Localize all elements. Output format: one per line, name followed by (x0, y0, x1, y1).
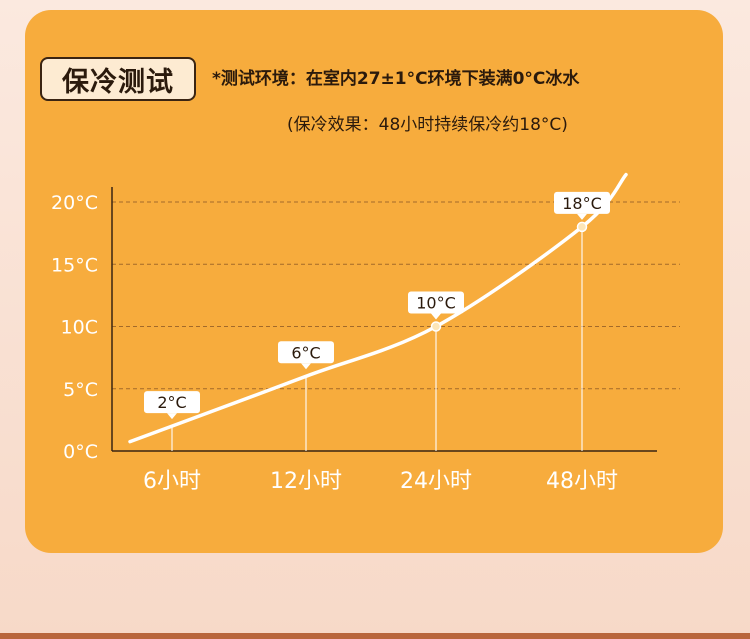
callout-pointer (577, 213, 587, 220)
data-point (576, 221, 588, 233)
x-tick-label: 12小时 (270, 469, 342, 494)
y-tick-label: 5°C (63, 379, 98, 401)
test-condition-text: *测试环境：在室内27±1°C环境下装满0°C冰水 (212, 69, 580, 89)
callout-pointer (431, 313, 441, 320)
callout-box (278, 341, 334, 364)
callout-box (408, 291, 464, 314)
y-tick-label: 10C (61, 317, 98, 339)
callout-pointer (167, 413, 177, 420)
value-callout: 18°C (554, 191, 610, 220)
x-tick-label: 6小时 (143, 469, 201, 494)
x-tick-label: 24小时 (400, 469, 472, 494)
y-tick-label: 0°C (63, 441, 98, 463)
y-tick-label: 15°C (51, 254, 98, 276)
data-point (430, 321, 442, 332)
data-label: 6°C (291, 343, 320, 362)
callout-box (144, 391, 200, 414)
test-result-text: (保冷效果：48小时持续保冷约18°C) (287, 115, 568, 135)
page-title: 保冷测试 (40, 57, 196, 101)
data-label: 10°C (416, 294, 456, 313)
bottom-strip (0, 633, 750, 639)
x-tick-label: 48小时 (546, 469, 618, 494)
value-callout: 10°C (408, 291, 464, 320)
value-callout: 2°C (144, 391, 200, 420)
data-label: 2°C (157, 393, 186, 412)
y-tick-label: 20°C (51, 192, 98, 214)
callout-pointer (301, 363, 311, 370)
value-callout: 6°C (278, 341, 334, 370)
data-label: 18°C (562, 194, 602, 213)
callout-box (554, 191, 610, 214)
temperature-curve (128, 172, 628, 444)
